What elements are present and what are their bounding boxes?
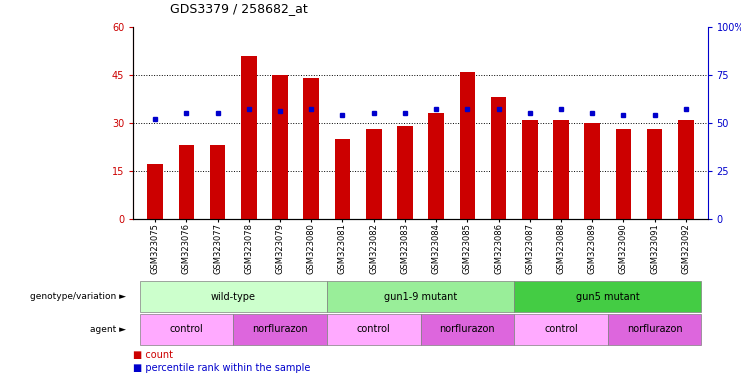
Bar — [179, 145, 194, 219]
Bar — [139, 314, 233, 345]
Bar — [327, 314, 421, 345]
Text: norflurazon: norflurazon — [439, 324, 495, 334]
Bar — [585, 123, 600, 219]
Text: ■ percentile rank within the sample: ■ percentile rank within the sample — [133, 363, 310, 373]
Text: gun5 mutant: gun5 mutant — [576, 291, 639, 302]
Text: ■ count: ■ count — [133, 350, 173, 360]
Bar — [241, 56, 256, 219]
Text: norflurazon: norflurazon — [627, 324, 682, 334]
Bar — [678, 120, 694, 219]
Bar — [210, 145, 225, 219]
Bar — [616, 129, 631, 219]
Text: genotype/variation ►: genotype/variation ► — [30, 292, 126, 301]
Bar — [272, 75, 288, 219]
Bar — [147, 164, 163, 219]
Bar — [514, 314, 608, 345]
Bar — [647, 129, 662, 219]
Text: gun1-9 mutant: gun1-9 mutant — [384, 291, 457, 302]
Text: GDS3379 / 258682_at: GDS3379 / 258682_at — [170, 2, 308, 15]
Bar — [421, 314, 514, 345]
Text: norflurazon: norflurazon — [252, 324, 308, 334]
Bar — [397, 126, 413, 219]
Bar — [304, 78, 319, 219]
Text: control: control — [357, 324, 391, 334]
Bar — [327, 281, 514, 312]
Text: wild-type: wild-type — [210, 291, 256, 302]
Bar — [139, 281, 327, 312]
Text: control: control — [170, 324, 203, 334]
Bar — [522, 120, 537, 219]
Bar — [514, 281, 702, 312]
Bar — [491, 97, 506, 219]
Text: agent ►: agent ► — [90, 325, 126, 334]
Text: control: control — [544, 324, 578, 334]
Bar — [608, 314, 702, 345]
Bar — [554, 120, 569, 219]
Bar — [335, 139, 350, 219]
Bar — [459, 72, 475, 219]
Bar — [366, 129, 382, 219]
Bar — [428, 113, 444, 219]
Bar — [233, 314, 327, 345]
